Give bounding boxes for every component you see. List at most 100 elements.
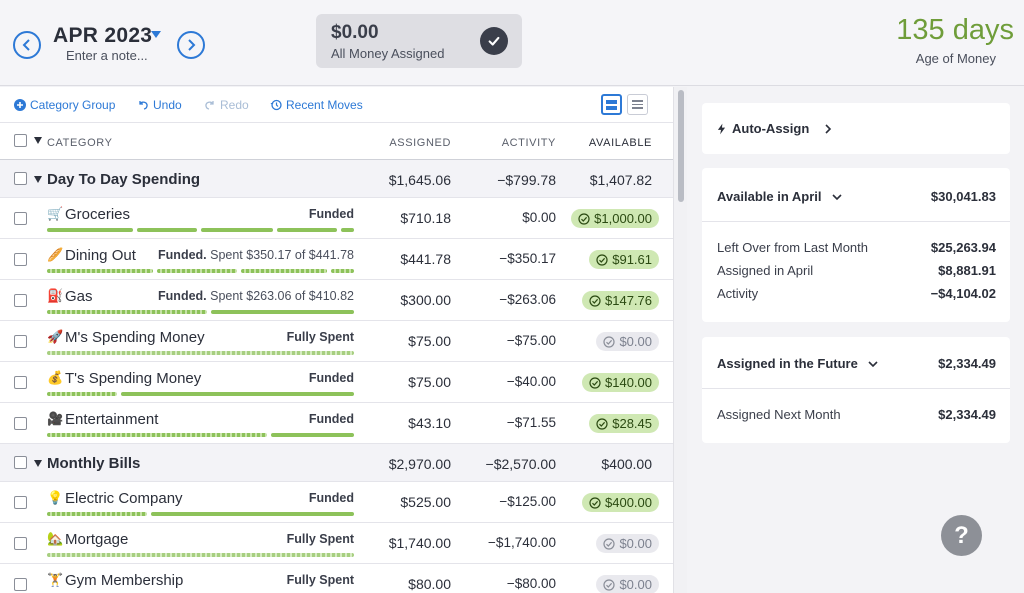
category-assigned[interactable]: $43.10: [408, 415, 451, 431]
help-button[interactable]: ?: [941, 515, 982, 556]
add-category-group-button[interactable]: Category Group: [14, 98, 115, 112]
auto-assign-button[interactable]: Auto-Assign: [717, 121, 833, 136]
category-checkbox[interactable]: [14, 376, 27, 389]
category-name[interactable]: Electric Company: [65, 490, 183, 507]
group-checkbox[interactable]: [14, 456, 27, 469]
available-pill[interactable]: $0.00: [596, 575, 659, 593]
available-pill[interactable]: $91.61: [589, 250, 659, 269]
available-pill[interactable]: $400.00: [582, 493, 659, 512]
category-row[interactable]: 💡 Electric Company Funded $525.00 −$125.00 $4…: [0, 482, 673, 523]
category-assigned[interactable]: $710.18: [400, 210, 451, 226]
undo-button[interactable]: Undo: [137, 98, 182, 112]
category-row[interactable]: ⛽ Gas Funded. Spent $263.06 of $410.82 $300…: [0, 280, 673, 321]
category-row[interactable]: 🎥 Entertainment Funded $43.10 −$71.55 $28.45: [0, 403, 673, 444]
table-scrollbar[interactable]: [673, 87, 687, 593]
category-row[interactable]: 💰 T's Spending Money Funded $75.00 −$40.00 $1…: [0, 362, 673, 403]
category-status: Fully Spent: [287, 330, 354, 344]
category-checkbox[interactable]: [14, 496, 27, 509]
next-month-button[interactable]: [177, 31, 205, 59]
available-pill[interactable]: $1,000.00: [571, 209, 659, 228]
category-activity[interactable]: −$80.00: [506, 576, 556, 591]
auto-assign-card[interactable]: Auto-Assign: [702, 103, 1010, 154]
redo-button[interactable]: Redo: [204, 98, 249, 112]
category-assigned[interactable]: $75.00: [408, 333, 451, 349]
available-title: Available in April: [717, 189, 822, 204]
category-name[interactable]: Mortgage: [65, 531, 129, 548]
available-pill[interactable]: $0.00: [596, 332, 659, 351]
available-pill[interactable]: $147.76: [582, 291, 659, 310]
month-note[interactable]: Enter a note...: [66, 48, 148, 63]
select-all-checkbox[interactable]: [14, 134, 27, 147]
available-pill[interactable]: $0.00: [596, 534, 659, 553]
category-activity[interactable]: −$263.06: [499, 292, 556, 307]
category-checkbox[interactable]: [14, 253, 27, 266]
previous-month-button[interactable]: [13, 31, 41, 59]
ready-to-assign-box[interactable]: $0.00 All Money Assigned: [316, 14, 522, 68]
chevron-down-icon[interactable]: [868, 359, 878, 369]
category-activity[interactable]: −$40.00: [506, 374, 556, 389]
category-checkbox[interactable]: [14, 335, 27, 348]
category-activity[interactable]: −$1,740.00: [488, 535, 556, 550]
category-status: Fully Spent: [287, 573, 354, 587]
category-emoji-icon: 🏋: [47, 572, 64, 587]
category-available: $147.76: [605, 293, 652, 308]
available-header[interactable]: Available in April $30,041.83: [702, 168, 1010, 222]
group-activity: −$799.78: [497, 172, 556, 188]
category-checkbox[interactable]: [14, 294, 27, 307]
category-name[interactable]: Gas: [65, 288, 93, 305]
month-selector[interactable]: APR 2023: [53, 24, 153, 47]
category-activity[interactable]: −$71.55: [506, 415, 556, 430]
expanded-view-toggle[interactable]: [601, 94, 622, 115]
category-checkbox[interactable]: [14, 212, 27, 225]
check-circle-icon: [578, 212, 590, 225]
collapse-all-icon[interactable]: [34, 137, 42, 144]
category-row[interactable]: 🛒 Groceries Funded $710.18 $0.00 $1,000.00: [0, 198, 673, 239]
category-name[interactable]: Gym Membership: [65, 572, 184, 589]
category-assigned[interactable]: $300.00: [400, 292, 451, 308]
category-checkbox[interactable]: [14, 578, 27, 591]
group-name[interactable]: Monthly Bills: [47, 455, 141, 472]
group-checkbox[interactable]: [14, 172, 27, 185]
category-activity[interactable]: −$350.17: [499, 251, 556, 266]
available-breakdown-row: Activity −$4,104.02: [702, 283, 1010, 306]
undo-label: Undo: [153, 98, 182, 112]
category-name[interactable]: Dining Out: [65, 247, 136, 264]
category-row[interactable]: 🏡 Mortgage Fully Spent $1,740.00 −$1,740.00 $…: [0, 523, 673, 564]
category-assigned[interactable]: $1,740.00: [388, 535, 451, 551]
future-header[interactable]: Assigned in the Future $2,334.49: [702, 337, 1010, 389]
chevron-down-icon[interactable]: [831, 192, 842, 202]
category-row[interactable]: 🚀 M's Spending Money Fully Spent $75.00 −$75…: [0, 321, 673, 362]
category-name[interactable]: Groceries: [65, 206, 131, 223]
breakdown-value: $8,881.91: [938, 263, 996, 278]
collapse-group-icon[interactable]: [34, 176, 42, 183]
category-assigned[interactable]: $75.00: [408, 374, 451, 390]
category-assigned[interactable]: $80.00: [408, 576, 451, 592]
category-assigned[interactable]: $525.00: [400, 494, 451, 510]
available-pill[interactable]: $28.45: [589, 414, 659, 433]
category-name[interactable]: T's Spending Money: [65, 370, 202, 387]
category-row[interactable]: 🥖 Dining Out Funded. Spent $350.17 of $441…: [0, 239, 673, 280]
compact-view-toggle[interactable]: [627, 94, 648, 115]
category-checkbox[interactable]: [14, 417, 27, 430]
category-activity[interactable]: $0.00: [522, 210, 556, 225]
scrollbar-thumb[interactable]: [678, 90, 684, 202]
progress-segment: [201, 228, 273, 232]
category-name[interactable]: Entertainment: [65, 411, 159, 428]
category-assigned[interactable]: $441.78: [400, 251, 451, 267]
status-bold: Fully Spent: [286, 573, 354, 587]
category-group-row[interactable]: Monthly Bills $2,970.00 −$2,570.00 $400.00: [0, 444, 673, 482]
available-pill[interactable]: $140.00: [582, 373, 659, 392]
group-name[interactable]: Day To Day Spending: [47, 171, 201, 188]
recent-moves-button[interactable]: Recent Moves: [270, 98, 363, 112]
category-activity[interactable]: −$75.00: [506, 333, 556, 348]
progress-segment: [277, 228, 337, 232]
category-name[interactable]: M's Spending Money: [65, 329, 205, 346]
caret-down-icon[interactable]: [151, 31, 161, 38]
category-row[interactable]: 🏋 Gym Membership Fully Spent $80.00 −$80.00 $…: [0, 564, 673, 593]
category-checkbox[interactable]: [14, 537, 27, 550]
group-assigned: $2,970.00: [388, 456, 451, 472]
category-activity[interactable]: −$125.00: [499, 494, 556, 509]
collapse-group-icon[interactable]: [34, 460, 42, 467]
progress-segment: [47, 228, 133, 232]
category-group-row[interactable]: Day To Day Spending $1,645.06 −$799.78 $1,4…: [0, 160, 673, 198]
